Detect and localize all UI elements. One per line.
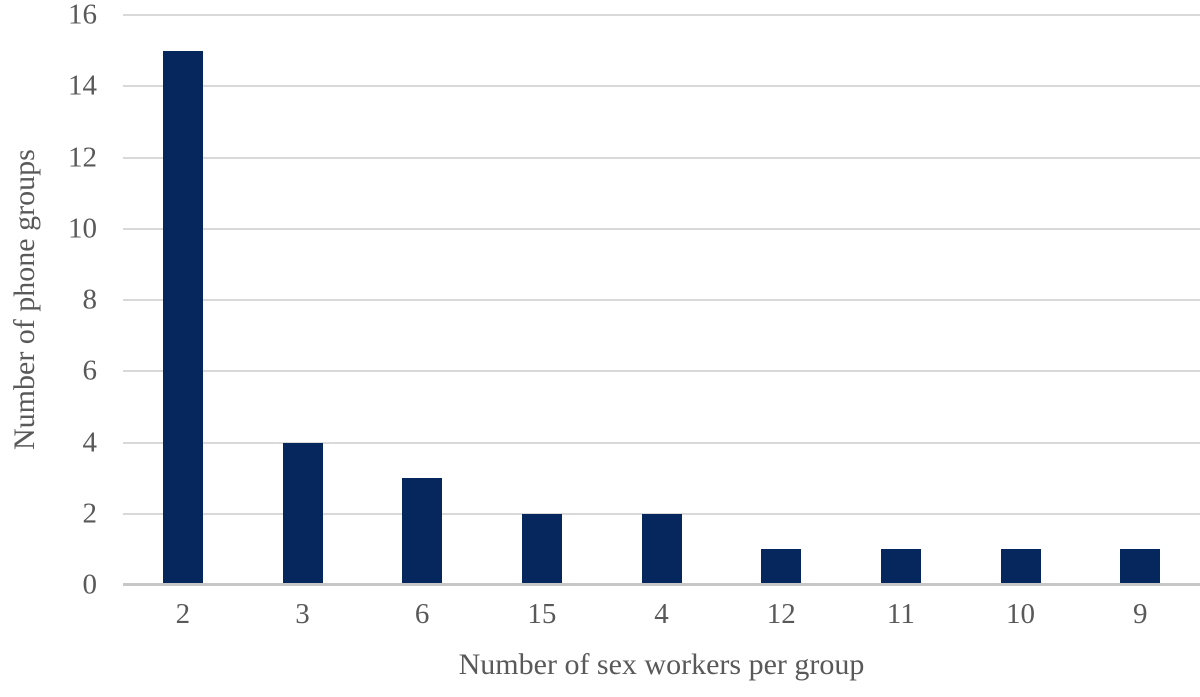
gridline (123, 14, 1200, 16)
x-axis-tick-label: 9 (1132, 598, 1148, 630)
y-axis-tick-label: 4 (82, 426, 98, 458)
bar-2 (162, 50, 203, 585)
bar-15 (521, 513, 562, 585)
y-axis-tick-label: 14 (68, 69, 97, 102)
bar-slot (362, 15, 482, 585)
gridline (123, 85, 1200, 88)
gridline (123, 441, 1200, 444)
x-axis-line (123, 583, 1200, 586)
bars-container (123, 15, 1200, 585)
bar-slot (721, 15, 841, 585)
x-axis-tick-label: 15 (527, 598, 557, 630)
y-axis-tick-label: 6 (82, 354, 98, 387)
gridline (123, 370, 1200, 373)
gridline (123, 227, 1200, 230)
bar-6 (402, 478, 443, 585)
y-axis-tick-labels: 0 2 4 6 8 10 12 14 16 (0, 0, 98, 599)
x-axis-tick-labels: 2 3 6 15 4 12 11 10 9 (123, 598, 1200, 631)
bar-10 (1000, 549, 1041, 585)
x-axis-tick-label: 3 (295, 598, 310, 630)
bar-slot (841, 15, 961, 585)
bar-slot (961, 15, 1081, 585)
x-axis-tick-label: 6 (414, 598, 430, 630)
bar-slot (123, 15, 243, 585)
x-axis-tick-label: 10 (1006, 598, 1036, 630)
bar-3 (282, 442, 323, 585)
x-axis-tick-label: 4 (654, 598, 669, 630)
x-axis-tick-label: 2 (175, 598, 191, 630)
x-axis-tick-label: 12 (766, 598, 796, 630)
gridline (123, 156, 1200, 159)
y-axis-tick-label: 10 (68, 212, 97, 245)
bar-11 (880, 549, 921, 585)
bar-slot (243, 15, 363, 585)
bar-4 (641, 513, 682, 585)
x-axis-title: Number of sex workers per group (458, 648, 865, 681)
x-axis-tick-label: 11 (886, 598, 915, 630)
y-axis-tick-label: 12 (68, 141, 97, 173)
y-axis-tick-label: 0 (82, 568, 98, 601)
bar-slot (602, 15, 722, 585)
y-axis-tick-label: 2 (82, 497, 98, 530)
gridline (123, 299, 1200, 301)
bar-slot (482, 15, 602, 585)
bar-9 (1120, 549, 1161, 585)
y-axis-tick-label: 8 (82, 283, 98, 316)
bar-12 (761, 549, 802, 585)
bar-slot (1080, 15, 1200, 585)
plot-area (123, 14, 1200, 586)
y-axis-tick-label: 16 (68, 0, 97, 31)
